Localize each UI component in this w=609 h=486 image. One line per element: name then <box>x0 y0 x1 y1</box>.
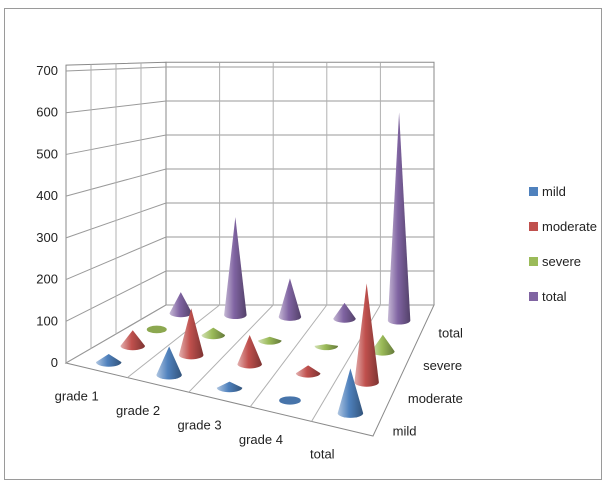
cone-total-total <box>387 112 411 325</box>
x-tick-labels: grade 1 grade 2 grade 3 grade 4 total <box>55 388 335 461</box>
cone-severe-grade-3 <box>258 336 282 345</box>
legend-label: severe <box>542 254 581 269</box>
gridline <box>65 168 434 197</box>
y-tick-label: 200 <box>36 272 58 287</box>
cone-mild-grade-1 <box>95 353 122 367</box>
gridline <box>65 100 434 114</box>
legend: mild moderate severe total <box>529 184 597 304</box>
floor-gridline <box>249 304 328 408</box>
cone-moderate-grade-3 <box>237 334 262 369</box>
cone-moderate-total <box>354 283 379 387</box>
legend-label: moderate <box>542 219 597 234</box>
gridline <box>65 270 434 322</box>
cone-mild-grade-4 <box>279 396 301 405</box>
cone-moderate-grade-2 <box>178 308 204 360</box>
cone-moderate-grade-4 <box>295 365 321 378</box>
chart-walls <box>64 61 435 437</box>
gridline <box>65 134 434 155</box>
cone-marks <box>95 112 411 418</box>
gridline <box>65 66 434 72</box>
z-tick-label: mild <box>393 424 417 439</box>
cone-mild-total <box>337 368 364 418</box>
gridline <box>65 236 434 281</box>
cone-severe-grade-2 <box>201 327 226 340</box>
y-tick-labels: 0 100 200 300 400 500 600 700 <box>36 63 58 370</box>
z-tick-label: total <box>438 325 463 340</box>
cone-severe-total <box>371 334 395 356</box>
y-tick-label: 600 <box>36 105 58 120</box>
grid-lines <box>65 62 434 422</box>
legend-swatch <box>529 257 538 266</box>
legend-swatch <box>529 292 538 301</box>
z-tick-label: moderate <box>408 391 463 406</box>
cone-mild-grade-3 <box>216 381 243 393</box>
y-tick-label: 700 <box>36 63 58 78</box>
legend-swatch <box>529 222 538 231</box>
y-tick-label: 300 <box>36 230 58 245</box>
x-tick-label: grade 2 <box>116 403 160 418</box>
x-tick-label: total <box>310 447 335 462</box>
y-tick-label: 0 <box>51 355 58 370</box>
cone-total-grade-2 <box>224 217 247 320</box>
legend-label: mild <box>542 184 566 199</box>
cone-total-grade-3 <box>278 278 302 321</box>
series-axis-labels: mild moderate severe total <box>393 325 463 438</box>
cone-moderate-grade-1 <box>120 330 145 351</box>
y-tick-label: 500 <box>36 146 58 161</box>
chart-frame: 0 100 200 300 400 500 600 700 grade 1 grade 2 gra… <box>4 8 602 480</box>
floor-gridline <box>127 304 220 378</box>
y-tick-label: 400 <box>36 188 58 203</box>
cone-total-grade-1 <box>169 292 193 318</box>
cone-severe-grade-1 <box>146 325 167 334</box>
x-tick-label: grade 1 <box>55 388 99 403</box>
gridline <box>65 202 434 239</box>
y-tick-label: 100 <box>36 313 58 328</box>
cone-mild-grade-2 <box>156 346 182 380</box>
x-tick-label: grade 3 <box>177 418 221 433</box>
floor-gridline <box>188 304 274 393</box>
cone-severe-grade-4 <box>314 344 339 351</box>
z-tick-label: severe <box>423 358 462 373</box>
x-tick-label: grade 4 <box>239 432 283 447</box>
legend-label: total <box>542 289 567 304</box>
cone-total-grade-4 <box>333 302 356 323</box>
legend-swatch <box>529 187 538 196</box>
